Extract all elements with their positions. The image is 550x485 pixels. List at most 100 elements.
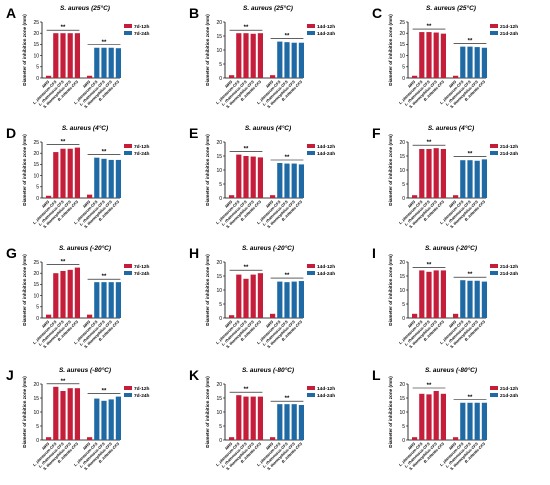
bar-blue-4 (298, 281, 304, 318)
y-tick-label: 15 (33, 282, 39, 288)
chart-title: S. aureus (25°C) (60, 4, 110, 12)
y-tick-label: 5 (402, 182, 405, 188)
bar-red-0 (412, 195, 418, 198)
y-axis-label: Diameter of inhibition zone (mm) (388, 254, 393, 326)
y-tick-label: 5 (219, 424, 222, 430)
legend-swatch-blue (490, 393, 498, 397)
bar-blue-4 (481, 159, 487, 198)
bar-red-2 (426, 271, 432, 318)
legend-swatch-blue (124, 151, 132, 155)
y-tick-label: 20 (216, 140, 222, 146)
significance-label: ** (244, 387, 249, 393)
significance-label: ** (427, 383, 432, 389)
y-tick-label: 10 (399, 288, 405, 294)
significance-label: ** (244, 147, 249, 153)
bar-blue-4 (481, 402, 487, 440)
bar-red-2 (243, 396, 249, 440)
legend-swatch-blue (490, 31, 498, 35)
x-tick-label: MRS (42, 80, 51, 89)
y-axis-label: Diameter of inhibition zone (mm) (388, 134, 393, 206)
y-tick-label: 5 (402, 302, 405, 308)
legend-swatch-red (124, 144, 132, 148)
x-tick-label: MRS (449, 320, 458, 329)
y-tick-label: 10 (399, 410, 405, 416)
significance-label: ** (102, 40, 107, 46)
x-tick-label: MRS (266, 320, 275, 329)
panel-D: D S. aureus (4°C) Diameter of inhibition z… (6, 124, 150, 229)
bar-blue-2 (284, 163, 290, 198)
y-tick-label: 15 (399, 154, 405, 160)
bar-red-3 (250, 274, 256, 318)
chart-title: S. aureus (-80°C) (425, 366, 477, 374)
legend-label: 7d-24h (134, 31, 150, 37)
legend-label: 21d-12h (500, 264, 518, 270)
bar-blue-1 (94, 157, 100, 198)
bar-red-3 (433, 391, 439, 440)
bar-red-0 (46, 75, 52, 78)
bar-blue-3 (291, 42, 297, 78)
y-tick-label: 15 (216, 274, 222, 280)
bar-red-2 (60, 33, 66, 78)
legend-label: 14d-24h (317, 151, 335, 157)
bar-blue-1 (94, 47, 100, 78)
bar-red-1 (419, 393, 425, 440)
panel-I: I S. aureus (-20°C) Diameter of inhibition… (372, 244, 518, 349)
y-tick-label: 5 (219, 62, 222, 68)
y-tick-label: 10 (33, 293, 39, 299)
bar-red-2 (426, 149, 432, 198)
bar-red-1 (419, 270, 425, 318)
y-tick-label: 0 (402, 316, 405, 322)
bar-blue-0 (453, 437, 459, 440)
y-tick-label: 0 (219, 438, 222, 444)
bar-blue-3 (474, 280, 480, 318)
panel-letter: J (6, 367, 14, 383)
panel-B: B S. aureus (25°C) Diameter of inhibition … (189, 4, 335, 109)
panel-letter: H (189, 245, 199, 261)
bar-red-0 (412, 437, 418, 440)
bar-red-3 (67, 148, 73, 198)
bar-red-4 (440, 393, 446, 440)
y-tick-label: 5 (402, 424, 405, 430)
chart-title: S. aureus (-20°C) (242, 244, 294, 252)
bar-blue-1 (460, 46, 466, 78)
x-tick-label: MRS (83, 320, 92, 329)
significance-label: ** (427, 140, 432, 146)
bar-blue-4 (298, 405, 304, 440)
bar-blue-2 (467, 402, 473, 440)
chart-title: S. aureus (25°C) (243, 4, 293, 12)
y-axis-label: Diameter of inhibition zone (mm) (205, 254, 210, 326)
y-tick-label: 0 (36, 316, 39, 322)
bar-blue-3 (108, 399, 114, 440)
panel-letter: I (372, 245, 376, 261)
bar-blue-2 (101, 282, 107, 318)
panel-J: J S. aureus (-80°C) Diameter of inhibition… (6, 366, 150, 471)
legend-swatch-red (307, 24, 315, 28)
y-tick-label: 10 (216, 288, 222, 294)
y-tick-label: 15 (33, 42, 39, 48)
bar-blue-0 (453, 313, 459, 318)
legend-label: 7d-24h (134, 151, 150, 157)
bar-red-4 (74, 147, 80, 198)
bar-blue-3 (474, 47, 480, 78)
y-tick-label: 25 (33, 260, 39, 266)
bar-blue-1 (277, 163, 283, 198)
legend-swatch-red (490, 24, 498, 28)
x-tick-label: MRS (449, 200, 458, 209)
bar-red-0 (229, 195, 235, 198)
significance-label: ** (427, 262, 432, 268)
panel-E: E S. aureus (4°C) Diameter of inhibition z… (189, 124, 335, 229)
legend-label: 7d-12h (134, 264, 150, 270)
y-tick-label: 10 (216, 48, 222, 54)
y-tick-label: 0 (402, 76, 405, 82)
bar-red-4 (440, 270, 446, 318)
legend-label: 14d-12h (317, 264, 335, 270)
chart-title: S. aureus (25°C) (426, 4, 476, 12)
bar-blue-1 (94, 398, 100, 440)
y-tick-label: 15 (216, 34, 222, 40)
chart-title: S. aureus (4°C) (245, 124, 291, 132)
bar-red-1 (419, 32, 425, 78)
bar-red-2 (426, 32, 432, 78)
y-tick-label: 10 (33, 173, 39, 179)
x-tick-label: MRS (266, 442, 275, 451)
